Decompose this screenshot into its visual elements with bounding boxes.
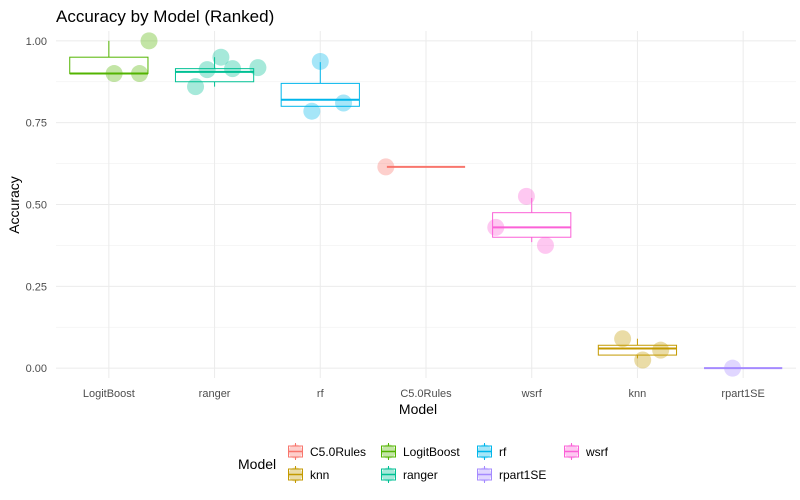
- data-point: [212, 48, 230, 66]
- data-point: [634, 351, 652, 369]
- data-point: [198, 61, 216, 79]
- data-points: [105, 32, 742, 377]
- legend-key-point: [288, 467, 303, 482]
- y-tick-label: 0.00: [26, 363, 47, 375]
- legend-item-knn: knn: [287, 466, 329, 483]
- data-point: [311, 52, 329, 70]
- x-axis-title: Model: [399, 401, 437, 417]
- legend-item-LogitBoost: LogitBoost: [380, 443, 460, 460]
- legend-key-point: [288, 444, 303, 459]
- legend-label: knn: [310, 468, 329, 482]
- legend-label: C5.0Rules: [310, 445, 366, 459]
- y-axis-title: Accuracy: [6, 176, 22, 234]
- boxplots: [69, 40, 783, 370]
- data-point: [303, 102, 321, 120]
- legend-label: LogitBoost: [403, 445, 460, 459]
- data-point: [335, 94, 353, 112]
- x-tick-label: C5.0Rules: [400, 388, 452, 400]
- data-point: [487, 218, 505, 236]
- data-point: [105, 65, 123, 83]
- x-tick-label: LogitBoost: [83, 388, 135, 400]
- x-tick-label: rf: [317, 388, 325, 400]
- y-tick-label: 0.25: [26, 281, 47, 293]
- data-point: [536, 236, 554, 254]
- y-tick-label: 1.00: [26, 36, 47, 48]
- legend-title: Model: [238, 456, 276, 472]
- x-tick-label: wsrf: [521, 388, 543, 400]
- data-point: [377, 158, 395, 176]
- data-point: [652, 341, 670, 359]
- legend-key-point: [477, 467, 492, 482]
- boxplot-ranger: [174, 57, 255, 87]
- legend-item-ranger: ranger: [380, 466, 438, 483]
- legend-key-point: [564, 444, 579, 459]
- y-axis-ticks: 0.00 0.25 0.50 0.75 1.00: [26, 36, 47, 375]
- data-point: [224, 60, 242, 78]
- legend-key-point: [477, 444, 492, 459]
- legend-label: wsrf: [585, 445, 609, 459]
- x-axis-ticks: LogitBoost ranger rf C5.0Rules wsrf knn rpart1…: [83, 388, 765, 400]
- data-point: [187, 78, 205, 96]
- box: [597, 344, 678, 356]
- legend-item-rpart1SE: rpart1SE: [476, 466, 546, 483]
- boxplot-wsrf: [492, 197, 572, 243]
- boxplot-rf: [280, 62, 360, 107]
- data-point: [249, 59, 267, 77]
- boxplot-knn: [597, 338, 678, 359]
- data-point: [724, 359, 742, 377]
- legend-label: rf: [499, 445, 507, 459]
- boxplot-LogitBoost: [69, 40, 149, 75]
- x-tick-label: knn: [629, 388, 647, 400]
- data-point: [517, 187, 535, 205]
- legend: Model C5.0Rules knn LogitBoost ranger rf rpar…: [238, 443, 609, 483]
- legend-item-C5.0Rules: C5.0Rules: [287, 443, 366, 460]
- data-point: [614, 330, 632, 348]
- box: [492, 212, 572, 238]
- x-tick-label: rpart1SE: [721, 388, 764, 400]
- legend-label: ranger: [403, 468, 438, 482]
- legend-key-point: [381, 444, 396, 459]
- data-point: [140, 32, 158, 50]
- y-tick-label: 0.50: [26, 200, 47, 212]
- chart-title: Accuracy by Model (Ranked): [56, 7, 274, 26]
- legend-key-point: [381, 467, 396, 482]
- legend-item-wsrf: wsrf: [563, 443, 609, 460]
- data-point: [131, 65, 149, 83]
- legend-item-rf: rf: [476, 443, 507, 460]
- grid: [56, 31, 796, 378]
- legend-label: rpart1SE: [499, 468, 546, 482]
- x-tick-label: ranger: [199, 388, 231, 400]
- y-tick-label: 0.75: [26, 118, 47, 130]
